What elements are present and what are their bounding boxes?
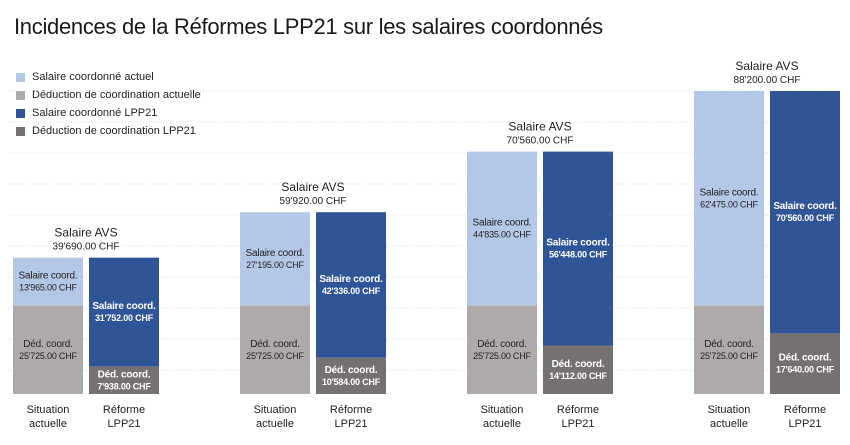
x-tick-reforme-lpp21: LPP21 xyxy=(788,418,821,430)
legend-label-lpp21-salary: Salaire coordonné LPP21 xyxy=(32,107,158,119)
bar-lpp21-deduction-label: Déd. coord. xyxy=(779,353,832,364)
bar-current-salary xyxy=(467,151,537,306)
x-tick-reforme-lpp21: Réforme xyxy=(784,404,826,416)
bar-lpp21-salary xyxy=(316,212,386,358)
legend-swatch-current-salary xyxy=(16,72,25,82)
group-salaire-avs-value: 59'920.00 CHF xyxy=(280,196,347,207)
bar-current-deduction-value: 25'725.00 CHF xyxy=(19,351,77,361)
chart-title: Incidences de la Réformes LPP21 sur les … xyxy=(14,14,603,39)
bar-current-deduction-label: Déd. coord. xyxy=(477,339,527,350)
bar-current-deduction-value: 25'725.00 CHF xyxy=(700,351,758,361)
bar-current-deduction-label: Déd. coord. xyxy=(250,339,300,350)
bar-current-deduction-label: Déd. coord. xyxy=(704,339,754,350)
legend-swatch-current-deduction xyxy=(16,90,25,100)
bar-current-salary xyxy=(13,257,83,306)
bar-lpp21-salary-value: 31'752.00 CHF xyxy=(95,313,154,323)
chart-legend: Salaire coordonné actuel Déduction de co… xyxy=(16,68,201,140)
x-tick-reforme-lpp21: Réforme xyxy=(330,404,372,416)
bar-current-salary xyxy=(694,91,764,306)
bar-current-deduction-label: Déd. coord. xyxy=(23,339,73,350)
x-tick-situation-actuelle: actuelle xyxy=(483,418,521,430)
bar-lpp21-deduction xyxy=(316,357,386,394)
legend-item-current-salary: Salaire coordonné actuel xyxy=(16,68,201,86)
x-tick-reforme-lpp21: LPP21 xyxy=(107,418,140,430)
bar-lpp21-deduction xyxy=(770,333,840,394)
bar-current-salary-label: Salaire coord. xyxy=(700,187,759,198)
bar-lpp21-deduction-value: 17'640.00 CHF xyxy=(776,365,835,375)
bar-lpp21-deduction-value: 10'584.00 CHF xyxy=(322,377,381,387)
group-salaire-avs-value: 39'690.00 CHF xyxy=(53,242,120,253)
bar-lpp21-salary xyxy=(543,151,613,346)
legend-item-lpp21-salary: Salaire coordonné LPP21 xyxy=(16,104,201,122)
x-tick-reforme-lpp21: LPP21 xyxy=(561,418,594,430)
bar-lpp21-deduction-value: 7'938.00 CHF xyxy=(97,381,151,391)
group-title: Salaire AVS xyxy=(281,180,344,194)
x-tick-situation-actuelle: Situation xyxy=(708,404,751,416)
bar-current-salary-value: 44'835.00 CHF xyxy=(473,230,531,240)
bar-current-deduction xyxy=(240,305,310,394)
legend-item-current-deduction: Déduction de coordination actuelle xyxy=(16,86,201,104)
bar-current-deduction xyxy=(13,305,83,394)
bar-current-deduction-value: 25'725.00 CHF xyxy=(473,351,531,361)
group-salaire-avs-value: 70'560.00 CHF xyxy=(507,136,574,147)
bar-current-salary-label: Salaire coord. xyxy=(246,248,305,259)
bar-lpp21-salary-value: 42'336.00 CHF xyxy=(322,286,381,296)
legend-item-lpp21-deduction: Déduction de coordination LPP21 xyxy=(16,122,201,140)
bar-lpp21-deduction xyxy=(543,345,613,394)
x-tick-reforme-lpp21: Réforme xyxy=(103,404,145,416)
bar-current-salary-label: Salaire coord. xyxy=(19,271,78,282)
x-tick-situation-actuelle: Situation xyxy=(254,404,297,416)
x-tick-reforme-lpp21: Réforme xyxy=(557,404,599,416)
group-title: Salaire AVS xyxy=(508,120,571,134)
legend-swatch-lpp21-salary xyxy=(16,108,25,118)
bar-lpp21-salary xyxy=(89,257,159,367)
x-tick-reforme-lpp21: LPP21 xyxy=(334,418,367,430)
bar-lpp21-salary-label: Salaire coord. xyxy=(319,274,383,285)
bar-lpp21-salary-value: 70'560.00 CHF xyxy=(776,213,835,223)
bar-lpp21-salary xyxy=(770,91,840,334)
bar-lpp21-salary-label: Salaire coord. xyxy=(92,301,156,312)
legend-label-current-deduction: Déduction de coordination actuelle xyxy=(32,89,201,101)
legend-label-lpp21-deduction: Déduction de coordination LPP21 xyxy=(32,125,196,137)
x-tick-situation-actuelle: actuelle xyxy=(29,418,67,430)
bar-current-salary xyxy=(240,212,310,306)
x-tick-situation-actuelle: actuelle xyxy=(256,418,294,430)
x-tick-situation-actuelle: actuelle xyxy=(710,418,748,430)
bar-lpp21-salary-value: 56'448.00 CHF xyxy=(549,250,608,260)
group-title: Salaire AVS xyxy=(735,59,798,73)
legend-label-current-salary: Salaire coordonné actuel xyxy=(32,71,154,83)
bar-lpp21-deduction xyxy=(89,366,159,394)
bar-current-deduction xyxy=(467,305,537,394)
bar-lpp21-deduction-label: Déd. coord. xyxy=(98,369,151,380)
x-tick-situation-actuelle: Situation xyxy=(481,404,524,416)
bar-current-deduction xyxy=(694,305,764,394)
bar-lpp21-salary-label: Salaire coord. xyxy=(546,238,610,249)
bar-current-salary-label: Salaire coord. xyxy=(473,218,532,229)
bar-current-salary-value: 27'195.00 CHF xyxy=(246,260,304,270)
bar-lpp21-salary-label: Salaire coord. xyxy=(773,201,837,212)
bar-lpp21-deduction-label: Déd. coord. xyxy=(325,365,378,376)
group-title: Salaire AVS xyxy=(54,226,117,240)
bar-current-salary-value: 62'475.00 CHF xyxy=(700,199,758,209)
group-salaire-avs-value: 88'200.00 CHF xyxy=(734,75,801,86)
bar-lpp21-deduction-value: 14'112.00 CHF xyxy=(549,371,607,381)
bar-lpp21-deduction-label: Déd. coord. xyxy=(552,359,605,370)
legend-swatch-lpp21-deduction xyxy=(16,126,25,136)
x-tick-situation-actuelle: Situation xyxy=(27,404,70,416)
bar-current-salary-value: 13'965.00 CHF xyxy=(19,283,77,293)
bar-current-deduction-value: 25'725.00 CHF xyxy=(246,351,304,361)
